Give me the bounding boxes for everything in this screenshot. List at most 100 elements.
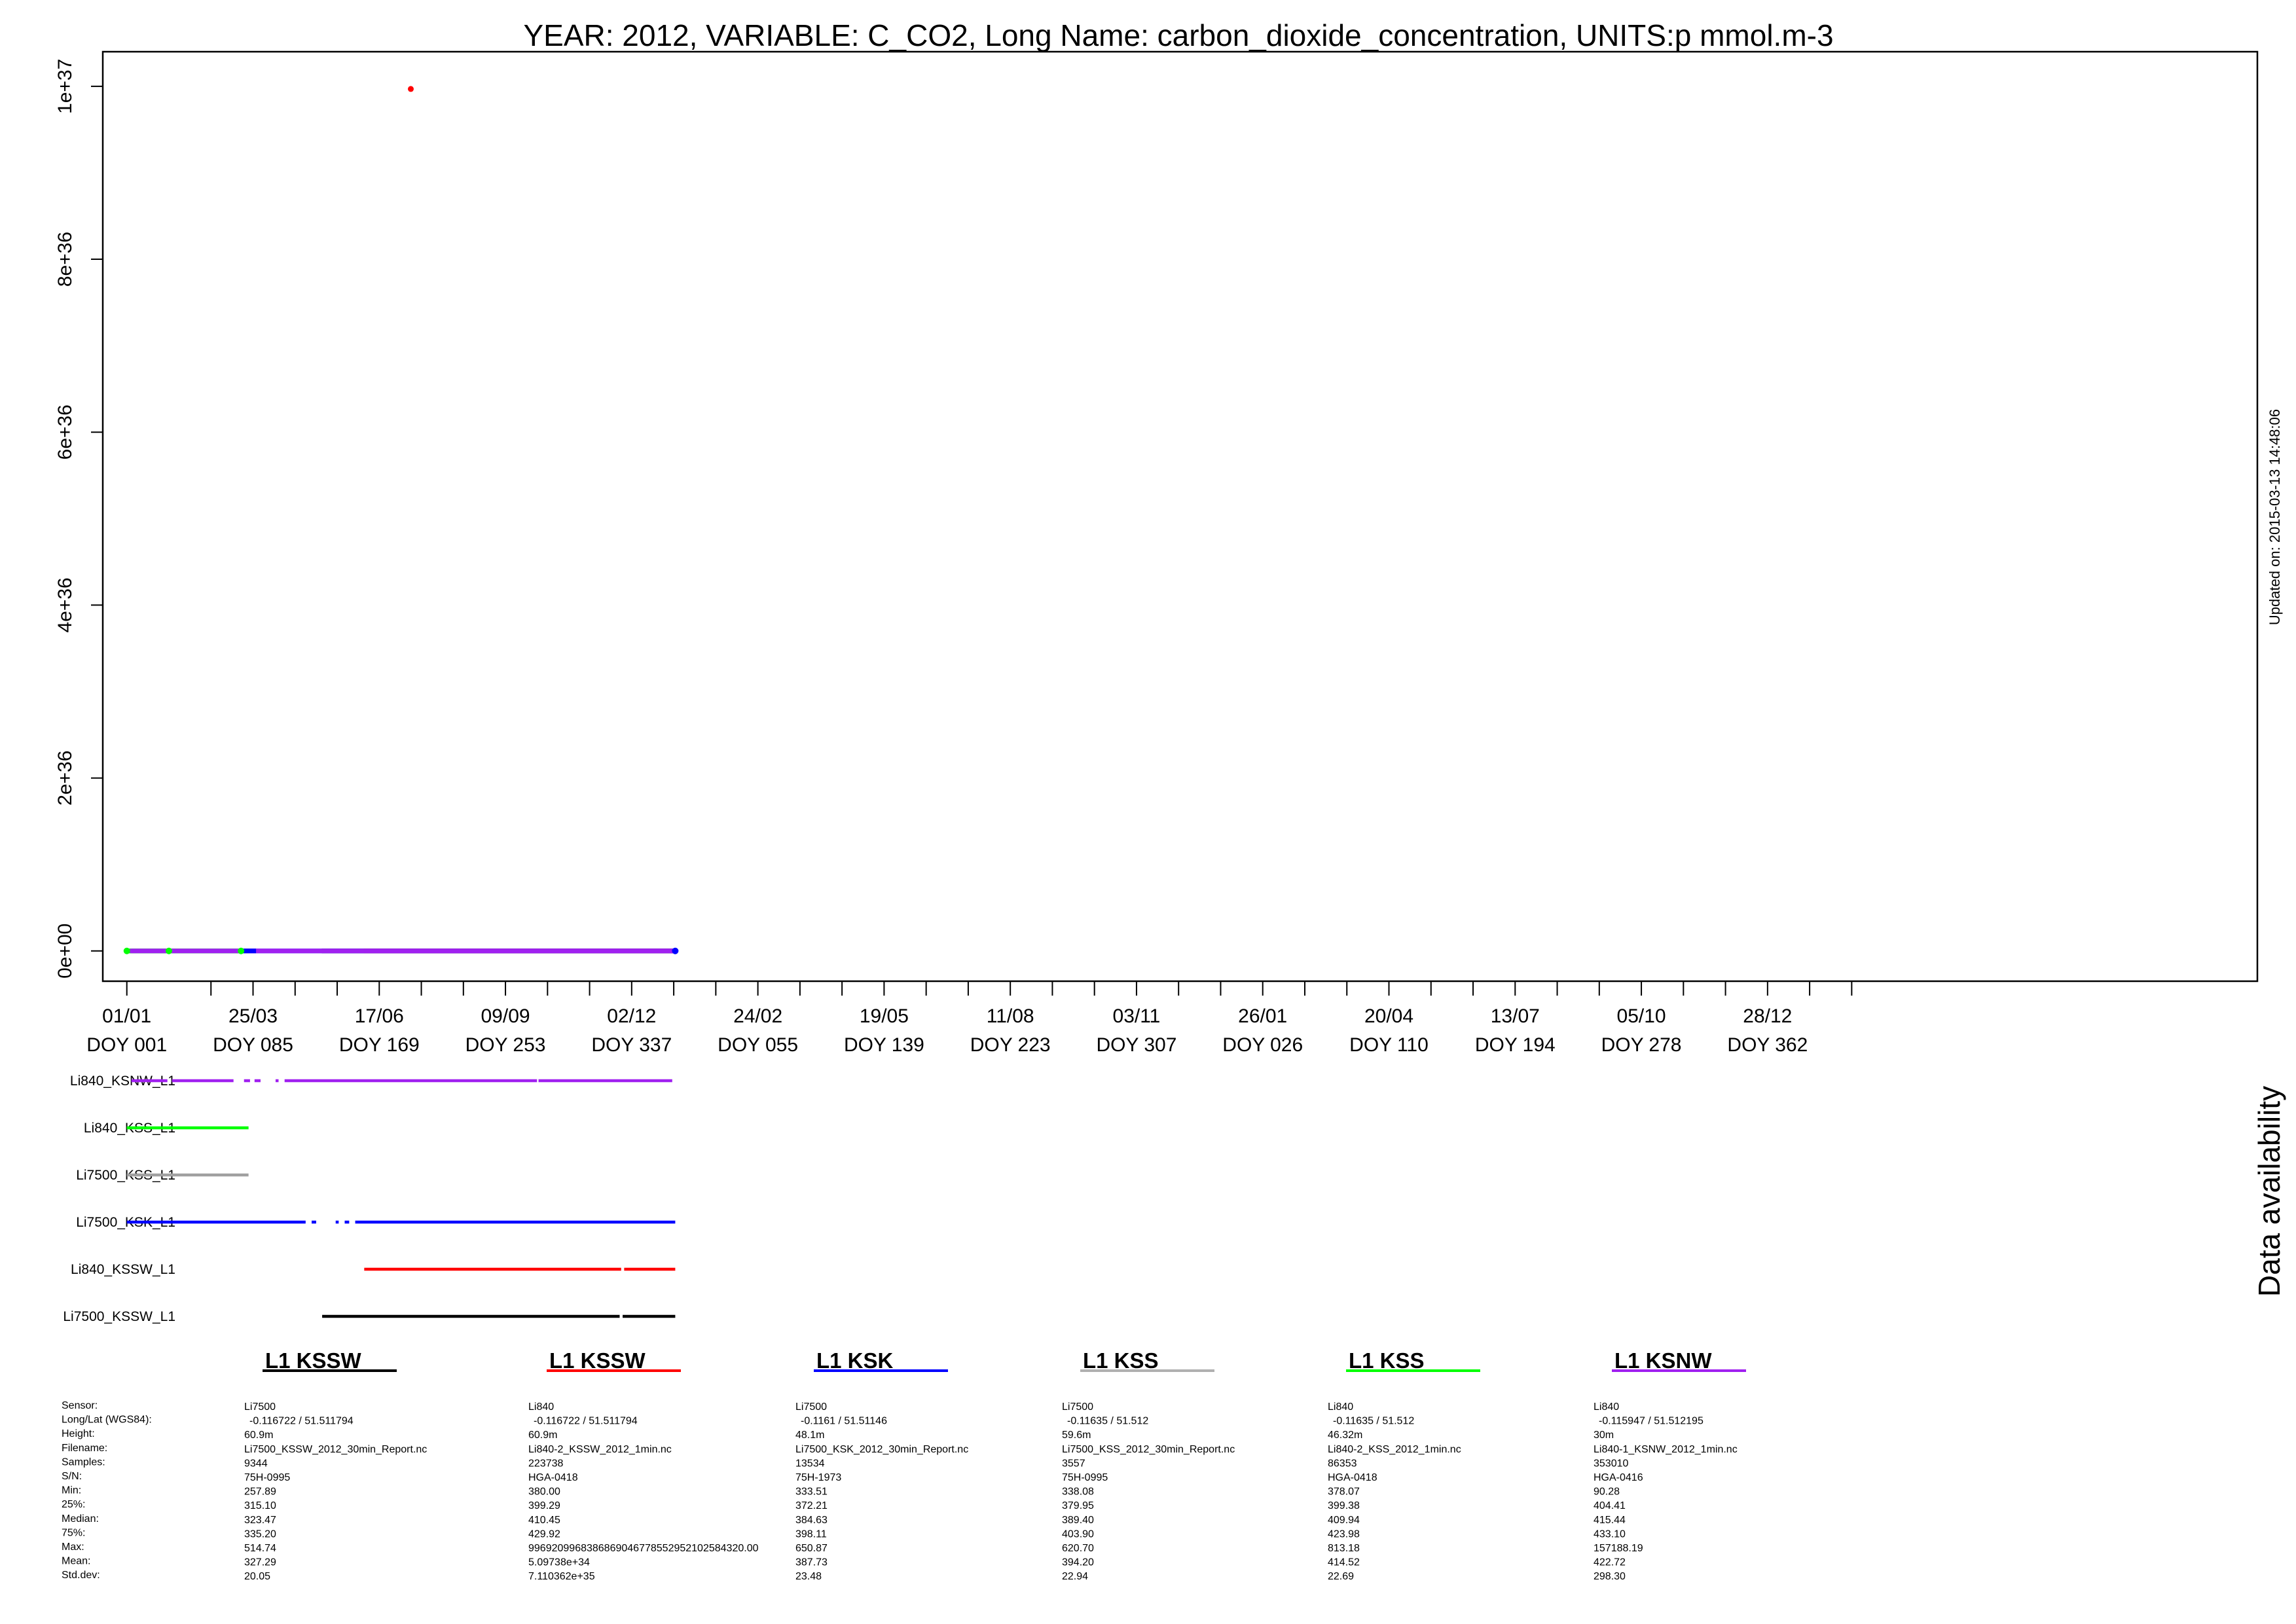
x-tick-doy: DOY 337: [591, 1034, 672, 1056]
sensor-stat-value: HGA-0418: [1328, 1472, 1377, 1483]
sensor-header: L1 KSS: [1349, 1348, 1425, 1373]
availability-title: Data availability: [2252, 1086, 2286, 1297]
sensor-stat-value: 327.29: [244, 1557, 276, 1568]
x-tick-doy: DOY 362: [1727, 1034, 1808, 1056]
x-tick-doy: DOY 278: [1601, 1034, 1682, 1056]
x-tick-date: 24/02: [733, 1005, 782, 1027]
sensor-stat-value: -0.116722 / 51.511794: [534, 1416, 638, 1427]
availability-label: Li840_KSNW_L1: [70, 1074, 175, 1089]
sensor-stat-value: 5.09738e+34: [528, 1557, 590, 1568]
x-tick-date: 03/11: [1113, 1005, 1161, 1027]
sensor-stat-value: 409.94: [1328, 1515, 1360, 1526]
sensor-stat-value: 20.05: [244, 1571, 270, 1582]
availability-label: Li840_KSSW_L1: [71, 1262, 175, 1277]
sensor-stat-value: 223738: [528, 1458, 563, 1469]
x-tick-doy: DOY 253: [465, 1034, 546, 1056]
stat-label: Long/Lat (WGS84):: [62, 1415, 152, 1426]
sensor-stat-value: 3557: [1062, 1458, 1085, 1469]
x-tick-doy: DOY 194: [1475, 1034, 1556, 1056]
stat-label: Mean:: [62, 1556, 90, 1567]
sensor-header: L1 KSSW: [549, 1348, 646, 1373]
sensor-stat-value: 404.41: [1594, 1500, 1626, 1511]
outlier-point: [407, 86, 414, 92]
sensor-stat-value: 813.18: [1328, 1543, 1360, 1554]
stat-label: Min:: [62, 1485, 81, 1496]
x-tick-doy: DOY 139: [844, 1034, 924, 1056]
sensor-stat-value: Li840: [1594, 1401, 1619, 1413]
availability-label: Li7500_KSS_L1: [76, 1168, 175, 1183]
sensor-stat-value: 353010: [1594, 1458, 1628, 1469]
stat-label: Sensor:: [62, 1400, 98, 1411]
sensor-stat-value: 90.28: [1594, 1487, 1620, 1498]
x-tick-doy: DOY 001: [86, 1034, 167, 1056]
sensor-stat-value: 30m: [1594, 1430, 1614, 1441]
sensor-stat-value: -0.1161 / 51.51146: [801, 1416, 887, 1427]
stat-label: Median:: [62, 1513, 99, 1525]
sensor-stat-value: 59.6m: [1062, 1430, 1091, 1441]
availability-label: Li7500_KSK_L1: [76, 1215, 175, 1230]
sensor-stat-value: 380.00: [528, 1487, 560, 1498]
sensor-stat-value: 22.94: [1062, 1571, 1088, 1582]
sensor-stat-value: 333.51: [795, 1487, 828, 1498]
sensor-stat-value: Li7500_KSSW_2012_30min_Report.nc: [244, 1444, 427, 1455]
sensor-stat-value: 514.74: [244, 1543, 276, 1554]
stat-label: 75%:: [62, 1527, 85, 1538]
sensor-stat-value: 410.45: [528, 1515, 560, 1526]
sensor-stat-value: 620.70: [1062, 1543, 1094, 1554]
x-tick-doy: DOY 169: [339, 1034, 420, 1056]
sensor-stat-value: 433.10: [1594, 1528, 1626, 1540]
y-tick-label: 0e+00: [54, 924, 76, 979]
series-point: [238, 947, 245, 954]
sensor-stat-value: Li840: [528, 1401, 554, 1413]
sensor-stat-value: Li7500: [795, 1401, 827, 1413]
chart-title: YEAR: 2012, VARIABLE: C_CO2, Long Name: …: [523, 18, 1833, 52]
sensor-stat-value: Li7500: [244, 1401, 276, 1413]
y-tick-label: 4e+36: [54, 577, 76, 632]
x-tick-date: 17/06: [355, 1005, 404, 1027]
x-tick-doy: DOY 055: [718, 1034, 798, 1056]
sensor-stat-value: 13534: [795, 1458, 825, 1469]
sensor-stats: Sensor: Long/Lat (WGS84): Height: Filename:…: [62, 1348, 1746, 1582]
plot-frame: [101, 50, 2259, 983]
stat-label: Height:: [62, 1428, 95, 1439]
x-tick-doy: DOY 307: [1097, 1034, 1177, 1056]
stat-label: Samples:: [62, 1456, 105, 1468]
sensor-stat-value: 60.9m: [244, 1430, 273, 1441]
sensor-stat-value: 157188.19: [1594, 1543, 1643, 1554]
sensor-stat-value: HGA-0416: [1594, 1472, 1643, 1483]
x-tick-date: 26/01: [1238, 1005, 1287, 1027]
sensor-stat-value: 46.32m: [1328, 1430, 1362, 1441]
sensor-stat-value: Li7500_KSK_2012_30min_Report.nc: [795, 1444, 968, 1455]
stat-label: Max:: [62, 1542, 84, 1553]
y-tick-label: 8e+36: [54, 232, 76, 287]
sensor-stat-value: 7.110362e+35: [528, 1571, 595, 1582]
sensor-stat-value: 378.07: [1328, 1487, 1360, 1498]
y-tick-label: 6e+36: [54, 405, 76, 460]
sensor-header: L1 KSS: [1083, 1348, 1159, 1373]
x-tick-doy: DOY 223: [970, 1034, 1051, 1056]
x-tick-date: 19/05: [860, 1005, 909, 1027]
sensor-stat-value: 75H-0995: [1062, 1472, 1108, 1483]
series-end-point: [672, 947, 679, 954]
sensor-stat-value: 9969209968386869046778552952102584320.00: [528, 1543, 759, 1554]
sensor-stat-value: 315.10: [244, 1500, 276, 1511]
sensor-stat-value: 75H-1973: [795, 1472, 841, 1483]
series-point: [123, 947, 130, 954]
sensor-stat-value: Li840-2_KSSW_2012_1min.nc: [528, 1444, 672, 1455]
sensor-stat-value: 384.63: [795, 1515, 828, 1526]
series-point: [165, 947, 172, 954]
stat-label: Filename:: [62, 1443, 107, 1454]
x-tick-date: 09/09: [481, 1005, 530, 1027]
sensor-stat-value: HGA-0418: [528, 1472, 578, 1483]
sensor-stat-value: -0.11635 / 51.512: [1333, 1416, 1414, 1427]
sensor-stat-value: 298.30: [1594, 1571, 1626, 1582]
availability-panel: Li840_KSNW_L1Li840_KSS_L1Li7500_KSS_L1Li…: [63, 1074, 676, 1324]
sensor-stat-value: 323.47: [244, 1515, 276, 1526]
sensor-stat-value: 379.95: [1062, 1500, 1094, 1511]
sensor-stat-value: 399.29: [528, 1500, 560, 1511]
x-axis: 01/01 DOY 001 25/03 DOY 085 17/06 DOY 169 09/0…: [86, 981, 1853, 1056]
updated-note: Updated on: 2015-03-13 14:48:06: [2267, 409, 2283, 625]
sensor-stat-value: 414.52: [1328, 1557, 1360, 1568]
sensor-stat-value: 399.38: [1328, 1500, 1360, 1511]
